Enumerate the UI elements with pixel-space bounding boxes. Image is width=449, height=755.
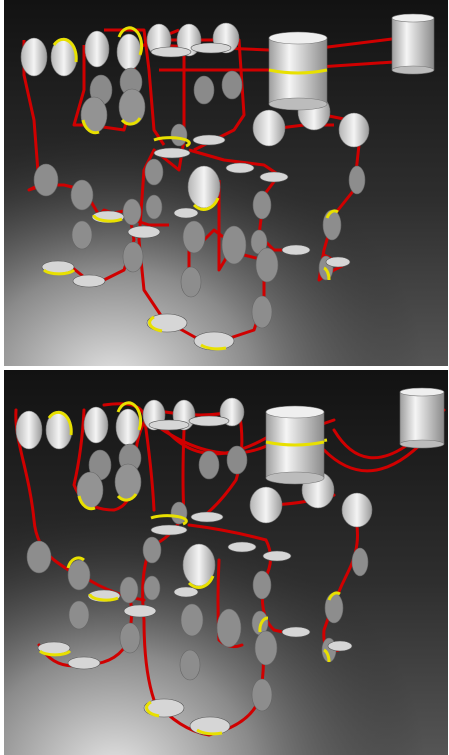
- bottom-scene: [4, 370, 448, 755]
- bottom-render-panel: [4, 370, 448, 755]
- top-render-panel: [4, 0, 448, 366]
- top-scene: [4, 0, 448, 366]
